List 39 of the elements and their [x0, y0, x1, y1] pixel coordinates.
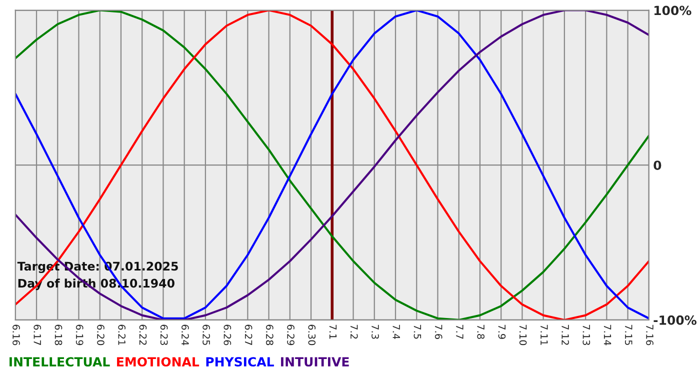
- x-tick-label: 6.26: [224, 324, 232, 346]
- x-tick-label: 6.18: [54, 324, 62, 346]
- x-tick-label: 6.24: [182, 324, 189, 346]
- x-tick-label: 7.11: [540, 324, 548, 345]
- x-tick-label: 7.5: [414, 324, 422, 339]
- x-tick-label: 6.17: [34, 324, 42, 345]
- x-tick-label: 6.16: [12, 324, 20, 346]
- y-tick-label: 100%: [654, 6, 692, 16]
- text: EMOTIONAL: [117, 357, 200, 367]
- x-tick-label: 7.14: [604, 324, 612, 346]
- x-tick-label: 6.22: [139, 324, 147, 345]
- x-tick-label: 7.9: [498, 324, 506, 339]
- x-tick-label: 7.10: [519, 324, 527, 346]
- x-tick-label: 6.28: [266, 324, 274, 346]
- x-tick-label: 6.23: [160, 324, 168, 345]
- x-tick-label: 7.2: [350, 324, 358, 339]
- x-tick-label: 7.3: [372, 324, 379, 339]
- x-tick-label: 7.7: [456, 324, 464, 339]
- x-tick-label: 7.15: [624, 324, 632, 345]
- x-tick-label: 7.12: [562, 324, 569, 345]
- x-tick-label: 7.4: [392, 324, 400, 340]
- text: INTELLECTUAL: [10, 357, 110, 367]
- y-tick-label: -100%: [654, 315, 696, 325]
- y-tick-label: 0: [654, 160, 662, 170]
- x-tick-label: 6.30: [308, 324, 316, 346]
- text: INTUITIVE: [281, 357, 349, 367]
- x-tick-label: 7.8: [477, 324, 484, 339]
- x-tick-label: 7.6: [434, 324, 442, 339]
- text: PHYSICAL: [206, 357, 274, 367]
- x-tick-label: 6.19: [76, 324, 84, 346]
- x-tick-label: 6.29: [287, 324, 294, 346]
- x-tick-label: 7.1: [329, 324, 337, 339]
- x-tick-label: 6.25: [202, 324, 210, 345]
- x-tick-label: 7.16: [646, 324, 654, 346]
- x-tick-label: 6.21: [118, 324, 126, 345]
- x-tick-label: 6.27: [244, 324, 252, 345]
- x-tick-label: 6.20: [97, 324, 104, 346]
- x-tick-label: 7.13: [582, 324, 590, 345]
- line-series: [15, 10, 649, 320]
